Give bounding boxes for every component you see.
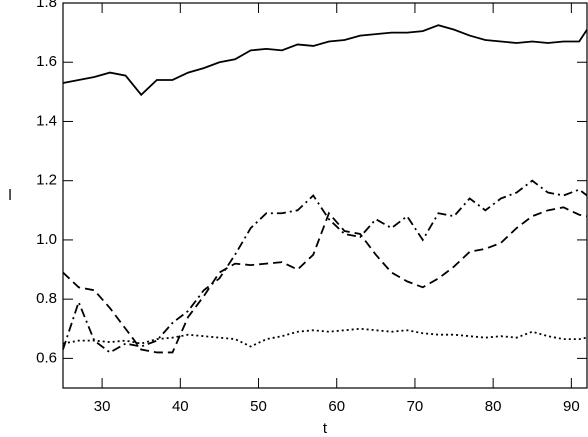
x-tick-label: 90 — [563, 398, 580, 415]
y-tick-label: 1.2 — [36, 172, 57, 189]
y-tick-label: 1.4 — [36, 112, 57, 129]
y-tick-label: 1.0 — [36, 231, 57, 248]
y-axis-label: l — [8, 187, 11, 204]
y-tick-label: 0.8 — [36, 290, 57, 307]
y-tick-label: 0.6 — [36, 349, 57, 366]
series-line — [62, 327, 588, 348]
x-tick-label: 80 — [485, 398, 502, 415]
plot-frame — [62, 2, 588, 389]
x-tick-label: 60 — [328, 398, 345, 415]
y-tick-label: 1.6 — [36, 53, 57, 70]
series-line — [62, 179, 588, 354]
x-tick-label: 40 — [172, 398, 189, 415]
x-tick-label: 70 — [407, 398, 424, 415]
x-tick-label: 50 — [250, 398, 267, 415]
x-axis-label: t — [323, 420, 328, 437]
y-tick-label: 1.8 — [36, 0, 57, 11]
x-tick-label: 30 — [94, 398, 111, 415]
series-line — [62, 24, 588, 97]
series-line — [62, 206, 588, 354]
